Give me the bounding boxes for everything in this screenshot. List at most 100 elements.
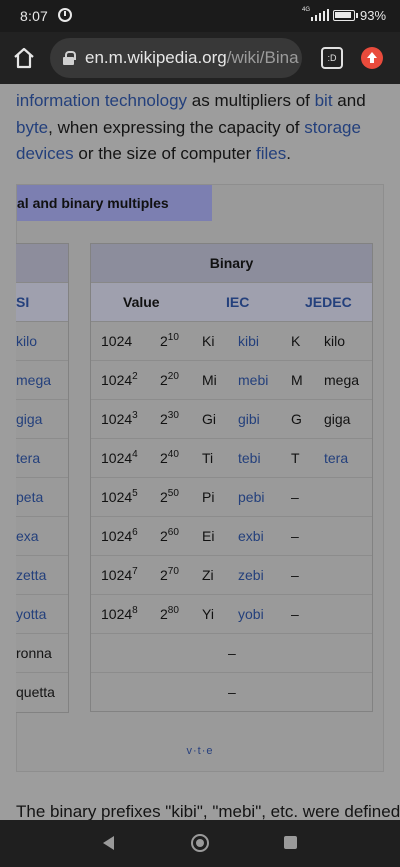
si-prefix-zetta[interactable]: zetta <box>16 567 47 583</box>
iec-prefix[interactable]: tebi <box>238 450 261 466</box>
binary-base: 2 <box>160 567 168 583</box>
decimal-value: 1024 <box>101 322 132 361</box>
binary-base: 2 <box>160 606 168 622</box>
binary-value: 220 <box>160 361 179 400</box>
jedec-symbol: G <box>291 411 302 427</box>
article-text: . <box>286 144 291 163</box>
si-row: quetta <box>16 673 68 712</box>
si-row: tera <box>16 439 68 478</box>
vte-links[interactable]: v·t·e <box>186 745 214 757</box>
url-bar[interactable]: en.m.wikipedia.org/wiki/Bina <box>50 38 302 78</box>
jedec-prefix[interactable]: tera <box>324 450 349 466</box>
iec-prefix[interactable]: gibi <box>238 411 260 427</box>
si-prefix-kilo[interactable]: kilo <box>16 333 38 349</box>
decimal-base: 1024 <box>101 489 133 505</box>
header-jedec[interactable]: JEDEC <box>305 294 352 310</box>
system-nav-bar <box>0 820 400 867</box>
si-header[interactable]: SI <box>16 283 68 322</box>
jedec-symbol: M <box>291 372 303 388</box>
si-row: exa <box>16 517 68 556</box>
decimal-value: 10246 <box>101 517 138 556</box>
navbox: al and binary multiples SI kilo mega giga t… <box>16 184 384 772</box>
tab-switcher-button[interactable]: :D <box>321 47 343 69</box>
iec-prefix[interactable]: exbi <box>238 528 264 544</box>
jedec-prefix: mega <box>324 372 360 388</box>
binary-value: 260 <box>160 517 179 556</box>
si-row: giga <box>16 400 68 439</box>
iec-symbol: Gi <box>202 411 216 427</box>
binary-table-title: Binary <box>91 244 372 283</box>
iec-symbol: Yi <box>202 606 214 622</box>
status-time: 8:07 <box>20 8 49 24</box>
home-circle-icon[interactable] <box>191 834 209 852</box>
decimal-exponent: 6 <box>132 527 138 538</box>
article-text: or the size of computer <box>73 144 257 163</box>
iec-prefix[interactable]: kibi <box>238 333 260 349</box>
binary-base: 2 <box>160 489 168 505</box>
decimal-base: 1024 <box>101 411 133 427</box>
binary-exponent: 30 <box>167 410 179 421</box>
binary-exponent: 10 <box>167 332 179 343</box>
si-row: kilo <box>16 322 68 361</box>
si-prefix-yotta[interactable]: yotta <box>16 606 47 622</box>
decimal-exponent: 2 <box>132 371 138 382</box>
browser-toolbar: en.m.wikipedia.org/wiki/Bina :D <box>0 32 400 84</box>
jedec-symbol: – <box>291 528 299 544</box>
article-link[interactable]: byte <box>16 117 49 137</box>
binary-exponent: 40 <box>167 449 179 460</box>
binary-row: 10245 250 Pi pebi – <box>91 478 372 517</box>
article-link[interactable]: information technology <box>16 91 188 110</box>
battery-icon <box>333 10 358 21</box>
si-prefix-ronna: ronna <box>16 645 52 661</box>
jedec-symbol: T <box>291 450 300 466</box>
article-text: , when expressing the capacity of <box>48 117 305 137</box>
empty-dash: – <box>228 645 236 661</box>
decimal-base: 1024 <box>101 372 133 388</box>
url-text: en.m.wikipedia.org/wiki/Bina <box>85 48 299 68</box>
back-icon[interactable] <box>103 836 114 850</box>
si-row: zetta <box>16 556 68 595</box>
si-prefix-giga[interactable]: giga <box>16 411 43 427</box>
decimal-value: 10242 <box>101 361 138 400</box>
jedec-symbol: – <box>291 489 299 505</box>
article-link[interactable]: storage devices <box>16 117 361 164</box>
binary-value: 250 <box>160 478 179 517</box>
header-iec[interactable]: IEC <box>226 294 250 310</box>
iec-prefix[interactable]: pebi <box>238 489 265 505</box>
iec-symbol: Mi <box>202 372 217 388</box>
si-prefix-mega[interactable]: mega <box>16 372 52 388</box>
iec-symbol: Zi <box>202 567 214 583</box>
signal-icon <box>311 9 329 21</box>
alarm-icon <box>58 8 72 22</box>
iec-prefix[interactable]: mebi <box>238 372 269 388</box>
next-paragraph: The binary prefixes "kibi", "mebi", etc.… <box>16 802 400 820</box>
jedec-symbol: – <box>291 606 299 622</box>
jedec-symbol: – <box>291 567 299 583</box>
update-icon[interactable] <box>361 47 383 69</box>
iec-prefix[interactable]: zebi <box>238 567 264 583</box>
article-link[interactable]: files <box>256 144 287 163</box>
si-row: yotta <box>16 595 68 634</box>
binary-exponent: 80 <box>167 605 179 616</box>
binary-value: 240 <box>160 439 179 478</box>
binary-row: 10247 270 Zi zebi – <box>91 556 372 595</box>
header-value: Value <box>123 294 160 310</box>
article-link[interactable]: bit <box>314 91 333 110</box>
binary-value: 270 <box>160 556 179 595</box>
decimal-base: 1024 <box>101 333 133 349</box>
iec-prefix[interactable]: yobi <box>238 606 264 622</box>
binary-value: 210 <box>160 322 179 361</box>
decimal-exponent: 8 <box>132 605 138 616</box>
home-icon[interactable] <box>12 46 36 70</box>
si-prefix-peta[interactable]: peta <box>16 489 44 505</box>
decimal-value: 10243 <box>101 400 138 439</box>
si-prefix-exa[interactable]: exa <box>16 528 39 544</box>
navbox-title: al and binary multiples <box>17 185 212 221</box>
si-prefix-tera[interactable]: tera <box>16 450 41 466</box>
battery-percent: 93% <box>360 8 387 23</box>
iec-symbol: Ki <box>202 333 215 349</box>
recents-icon[interactable] <box>284 836 297 849</box>
